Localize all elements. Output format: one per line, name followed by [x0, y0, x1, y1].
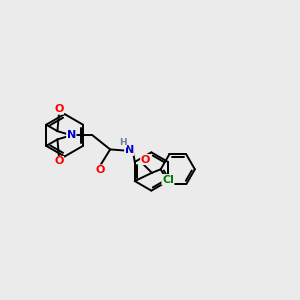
- Text: H: H: [119, 138, 127, 147]
- Text: Cl: Cl: [162, 175, 174, 184]
- Text: O: O: [95, 165, 105, 175]
- Text: O: O: [54, 157, 64, 166]
- Text: N: N: [67, 130, 76, 140]
- Text: O: O: [54, 104, 64, 114]
- Text: O: O: [141, 154, 150, 165]
- Text: N: N: [125, 145, 134, 155]
